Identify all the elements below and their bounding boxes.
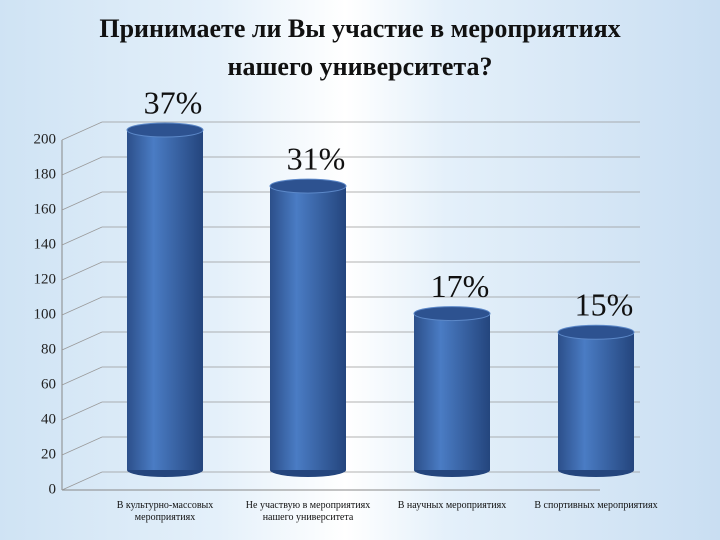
y-tick-label: 40 xyxy=(41,411,56,427)
y-tick-label: 160 xyxy=(34,201,57,217)
bar-top xyxy=(557,324,635,340)
x-tick-label: В научных мероприятиях xyxy=(397,500,507,511)
y-tick-label: 140 xyxy=(34,236,57,252)
bar-annotation: 31% xyxy=(287,140,346,176)
grid-line xyxy=(61,121,640,141)
grid-line xyxy=(61,226,640,246)
y-tick-label: 0 xyxy=(49,481,57,497)
y-tick-label: 100 xyxy=(34,306,57,322)
y-tick-label: 200 xyxy=(34,131,57,147)
bar xyxy=(127,130,203,470)
chart-title: Принимаете ли Вы участие в мероприятиях … xyxy=(99,14,621,81)
bar-top xyxy=(269,178,347,194)
bar xyxy=(414,313,490,470)
bar-annotation: 15% xyxy=(575,287,634,323)
bar xyxy=(558,332,634,470)
y-tick-label: 20 xyxy=(41,446,56,462)
x-tick-label: Не участвую в мероприятиях нашего универ… xyxy=(245,500,371,523)
y-tick-label: 180 xyxy=(34,166,57,182)
grid-line xyxy=(61,156,640,176)
grid-line xyxy=(61,191,640,211)
grid-line xyxy=(61,296,640,316)
grid-line xyxy=(61,261,640,281)
y-tick-label: 120 xyxy=(34,271,57,287)
bar-annotation: 37% xyxy=(144,84,203,120)
y-tick-label: 60 xyxy=(41,376,56,392)
x-tick-label: В культурно-массовых мероприятиях xyxy=(116,500,214,523)
bar-annotation: 17% xyxy=(431,268,490,304)
bar xyxy=(270,186,346,470)
y-tick-label: 80 xyxy=(41,341,56,357)
x-tick-label: В спортивных мероприятиях xyxy=(534,500,658,511)
bar-top xyxy=(126,122,204,138)
bar-top xyxy=(413,306,491,322)
